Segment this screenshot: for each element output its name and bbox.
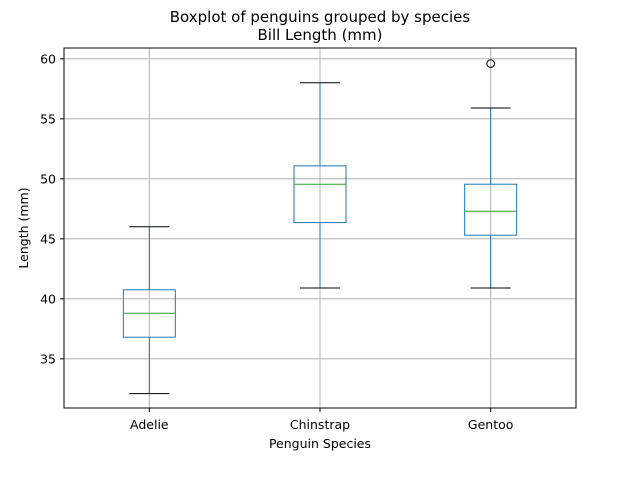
x-tick-label: Adelie (130, 417, 169, 432)
y-tick-label: 55 (40, 111, 56, 126)
chart-title: Boxplot of penguins grouped by species (170, 8, 471, 26)
y-tick-label: 40 (40, 291, 56, 306)
x-axis-label: Penguin Species (269, 436, 371, 451)
y-tick-label: 50 (40, 171, 56, 186)
y-axis-label: Length (mm) (16, 187, 31, 268)
y-tick-label: 35 (40, 351, 56, 366)
x-tick-label: Chinstrap (290, 417, 350, 432)
box-gentoo (464, 59, 518, 289)
chart-subtitle: Bill Length (mm) (258, 26, 383, 44)
x-tick-label: Gentoo (468, 417, 514, 432)
iqr-box (293, 165, 347, 224)
boxes-group (122, 59, 518, 395)
iqr-box (464, 183, 518, 236)
ticks-group: 35 40 45 50 55 60 Adelie Chinstrap Gentoo (40, 51, 513, 432)
y-tick-label: 45 (40, 231, 56, 246)
y-tick-label: 60 (40, 51, 56, 66)
box-adelie (122, 226, 176, 395)
box-chinstrap (293, 82, 347, 289)
outlier-point (486, 59, 495, 68)
